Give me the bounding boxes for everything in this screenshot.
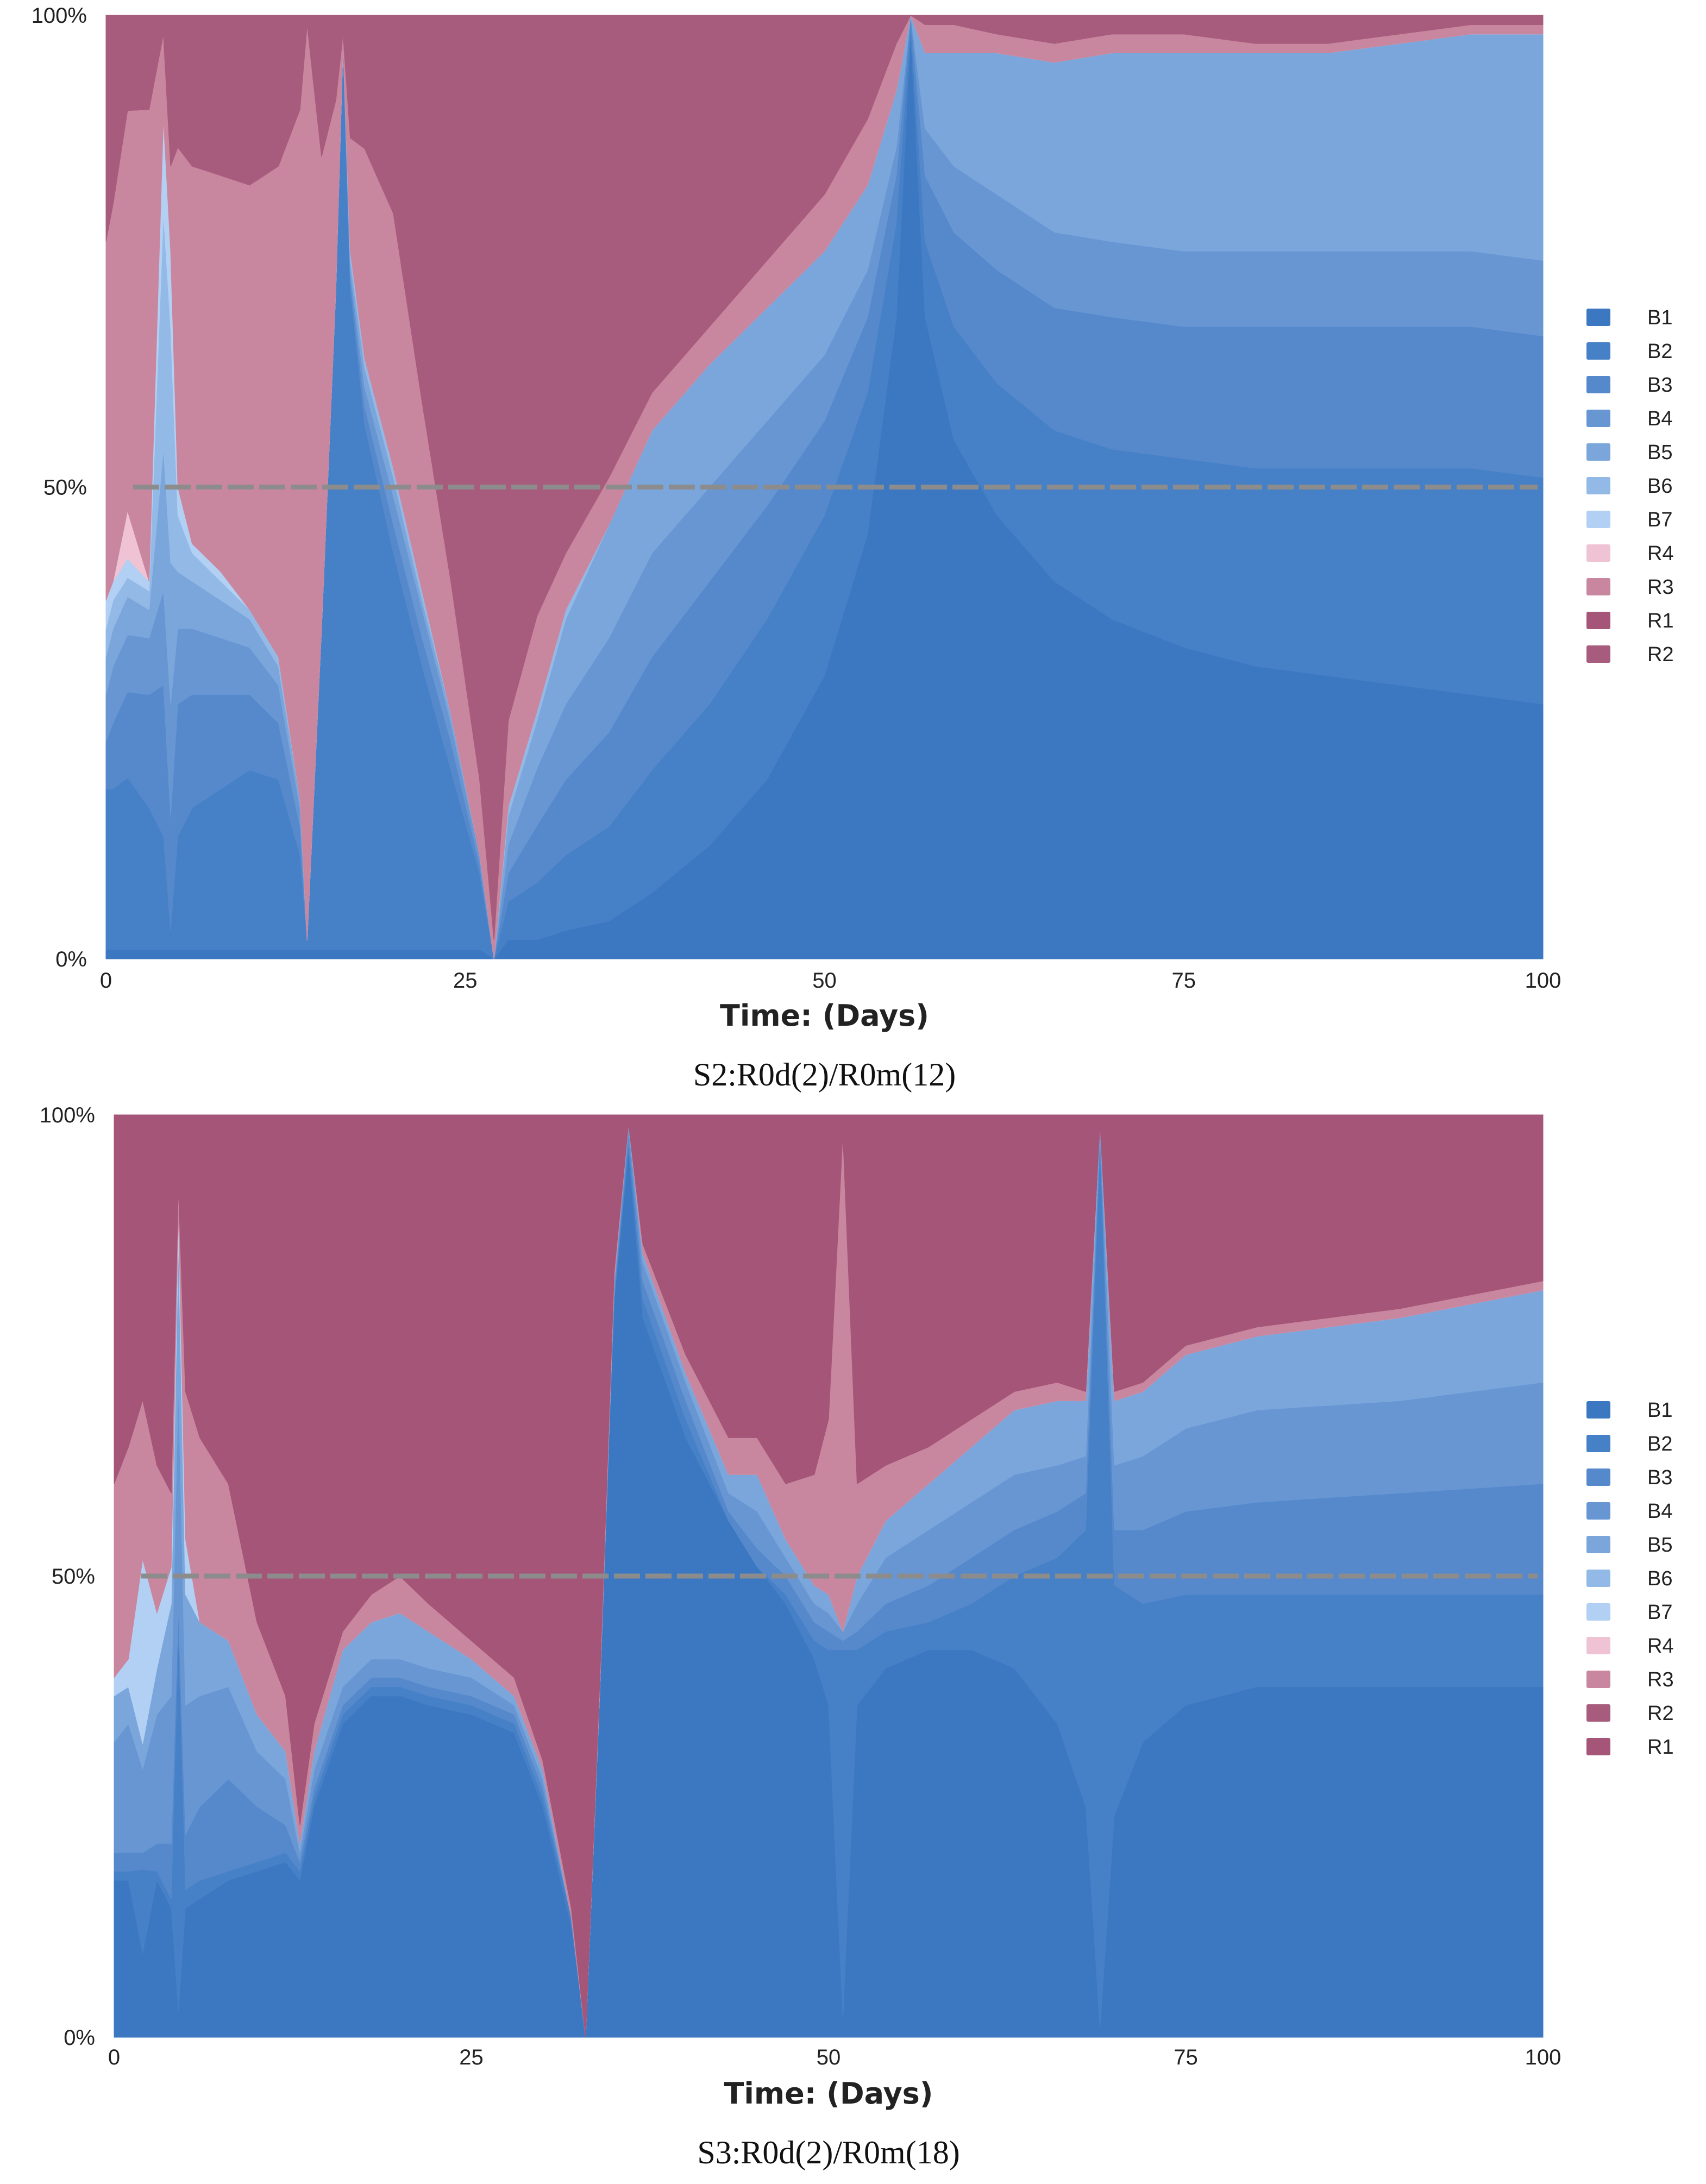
legend-swatch-r4 (1586, 544, 1610, 562)
y-tick-label: 100% (32, 4, 87, 28)
legend-swatch-b6 (1586, 477, 1610, 494)
chart-caption: S2:R0d(2)/R0m(12) (693, 1057, 956, 1093)
stacked-areas (114, 1114, 1544, 2038)
legend-label-b5: B5 (1647, 1534, 1672, 1557)
area-r1 (114, 1114, 1544, 2038)
legend-label-b3: B3 (1647, 374, 1672, 397)
chart-caption: S3:R0d(2)/R0m(18) (697, 2135, 959, 2170)
x-tick-label: 100 (1525, 2045, 1561, 2069)
y-tick-label: 100% (40, 1103, 95, 1127)
x-axis-label: Time: (Days) (724, 2076, 933, 2111)
x-tick-label: 25 (459, 2045, 484, 2069)
legend-label-r2: R2 (1647, 1702, 1674, 1725)
y-tick-label: 0% (64, 2026, 95, 2050)
legend-swatch-b1 (1586, 309, 1610, 326)
legend-swatch-b3 (1586, 1468, 1610, 1486)
legend-swatch-r3 (1586, 578, 1610, 595)
legend-swatch-b4 (1586, 410, 1610, 427)
legend-label-b2: B2 (1647, 1433, 1672, 1455)
legend: B1 B2 B3 B4 B5 B6 B7 R4 R3 R2 R1 (1586, 1399, 1674, 1759)
legend-label-r1: R1 (1647, 610, 1674, 632)
y-tick-label: 0% (55, 947, 87, 971)
chart-panel-s2: 0% 50% 100% 0 25 50 75 100 Time: (Days) S2:R0d(2)… (32, 4, 1674, 1093)
legend-label-b6: B6 (1647, 1567, 1672, 1590)
x-tick-label: 25 (453, 969, 478, 993)
legend-label-r4: R4 (1647, 542, 1674, 565)
legend-label-b1: B1 (1647, 306, 1672, 329)
legend-label-b3: B3 (1647, 1466, 1672, 1489)
legend-label-r2: R2 (1647, 643, 1674, 666)
x-tick-label: 0 (100, 969, 112, 993)
legend-label-b6: B6 (1647, 475, 1672, 498)
y-tick-label: 50% (43, 476, 87, 500)
x-tick-label: 50 (817, 2045, 841, 2069)
legend-swatch-b7 (1586, 1603, 1610, 1621)
x-tick-label: 75 (1174, 2045, 1198, 2069)
legend-swatch-r1 (1586, 612, 1610, 629)
x-axis-label: Time: (Days) (720, 999, 929, 1033)
area-r2 (105, 15, 1544, 940)
legend-label-r3: R3 (1647, 576, 1674, 599)
legend-swatch-r4 (1586, 1637, 1610, 1654)
legend-swatch-b5 (1586, 1536, 1610, 1553)
legend-label-r4: R4 (1647, 1635, 1674, 1658)
legend-swatch-b6 (1586, 1570, 1610, 1587)
legend-swatch-r2 (1586, 645, 1610, 663)
x-tick-label: 50 (812, 969, 837, 993)
x-tick-label: 100 (1525, 969, 1561, 993)
x-tick-label: 75 (1172, 969, 1196, 993)
chart-panel-s3: 0% 50% 100% 0 25 50 75 100 Time: (Days) S3:R0d(2)… (40, 1103, 1674, 2170)
legend-label-b4: B4 (1647, 407, 1672, 430)
legend-swatch-b1 (1586, 1401, 1610, 1419)
legend-swatch-r2 (1586, 1704, 1610, 1722)
legend-label-r3: R3 (1647, 1668, 1674, 1691)
legend-swatch-r3 (1586, 1671, 1610, 1688)
legend-label-r1: R1 (1647, 1736, 1674, 1759)
x-tick-label: 0 (108, 2045, 120, 2069)
legend-label-b2: B2 (1647, 340, 1672, 363)
y-tick-label: 50% (52, 1565, 95, 1589)
legend-label-b5: B5 (1647, 441, 1672, 464)
legend-swatch-b2 (1586, 1435, 1610, 1452)
legend-label-b7: B7 (1647, 509, 1672, 531)
legend-swatch-b7 (1586, 511, 1610, 528)
legend-swatch-b3 (1586, 376, 1610, 393)
legend: B1 B2 B3 B4 B5 B6 B7 R4 R3 R1 R2 (1586, 306, 1674, 666)
legend-swatch-b4 (1586, 1502, 1610, 1520)
legend-swatch-b5 (1586, 443, 1610, 461)
legend-swatch-r1 (1586, 1738, 1610, 1755)
stacked-areas (105, 14, 1544, 959)
legend-label-b1: B1 (1647, 1399, 1672, 1422)
legend-label-b4: B4 (1647, 1500, 1672, 1523)
legend-swatch-b2 (1586, 342, 1610, 360)
legend-label-b7: B7 (1647, 1601, 1672, 1624)
